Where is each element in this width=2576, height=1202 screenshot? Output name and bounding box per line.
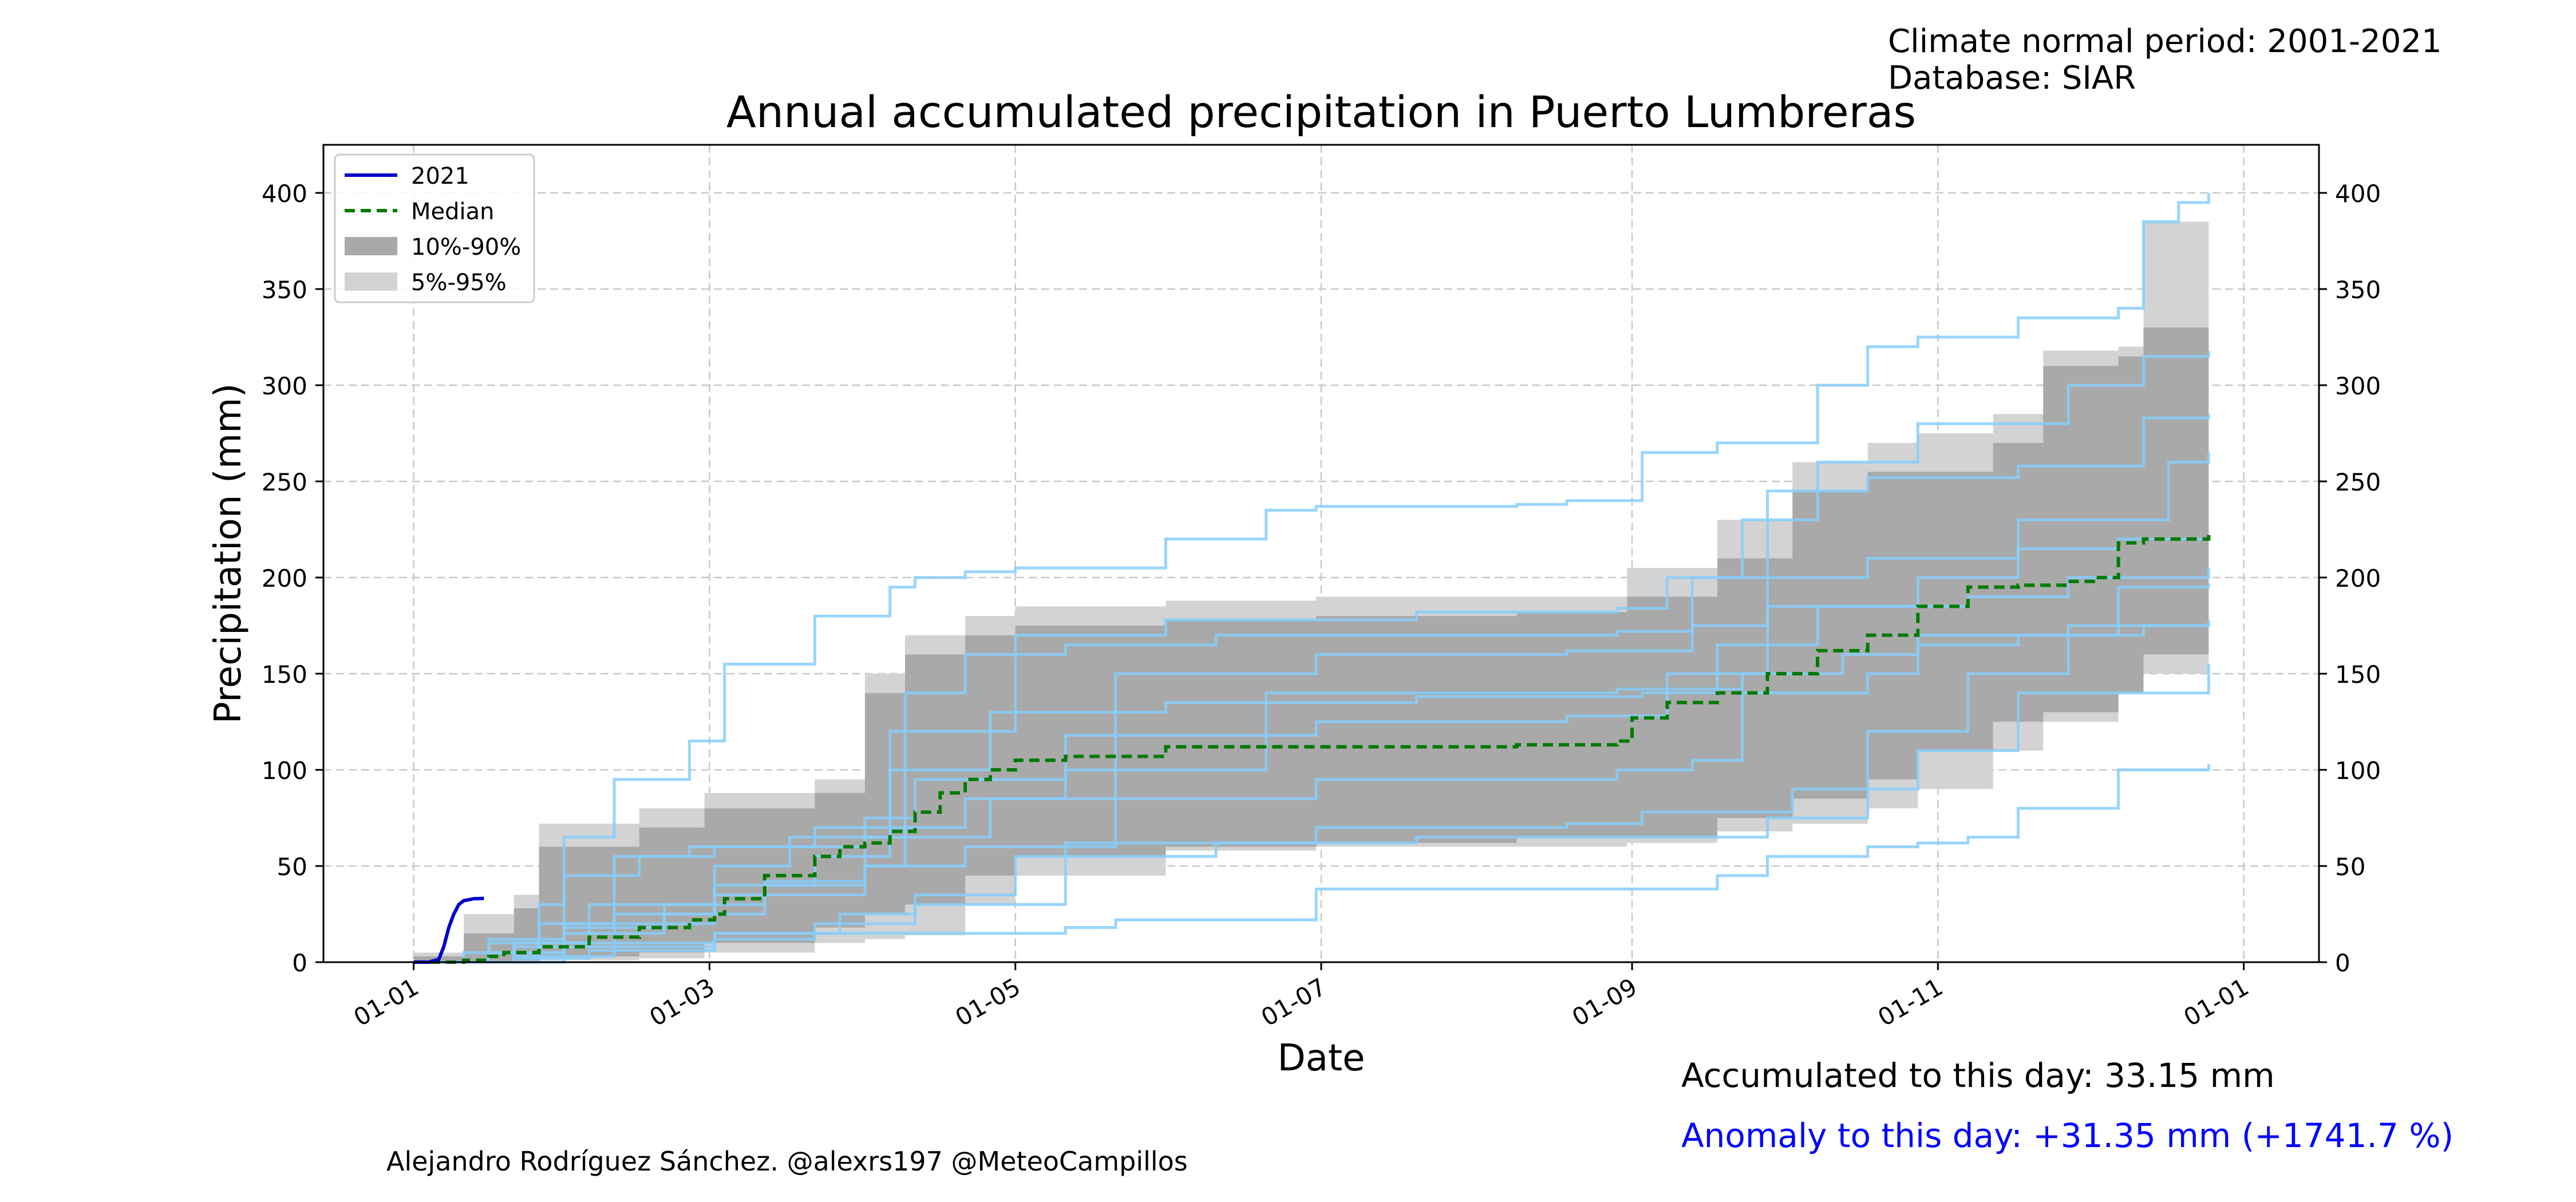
x-axis-label: Date [1278, 1037, 1365, 1080]
legend-label: 10%-90% [411, 234, 521, 260]
y-tick-label-right: 0 [2335, 949, 2350, 977]
legend-swatch [345, 272, 397, 291]
historical-year-lines [413, 193, 2210, 964]
x-tick-label: 01-03 [645, 972, 719, 1031]
y-tick-label-right: 350 [2335, 276, 2381, 304]
y-tick-label-right: 300 [2335, 372, 2381, 400]
historical-year-line [413, 664, 2210, 964]
x-axis-ticks: 01-01 01-03 01-05 01-07 01-09 01-11 01-01 [349, 962, 2254, 1032]
historical-year-line [413, 619, 2210, 964]
historical-year-line [413, 193, 2210, 964]
chart-title: Annual accumulated precipitation in Puer… [726, 86, 1916, 137]
x-tick-label: 01-07 [1257, 972, 1331, 1031]
series-lines [413, 529, 2211, 964]
database-label: Database: SIAR [1888, 60, 2136, 97]
y-axis-ticks: 0 0 50 50 100 100 150 150 200 200 250 250 300 300 350 3… [262, 180, 2381, 977]
y-tick-label-right: 100 [2335, 757, 2381, 785]
x-tick-label: 01-01 [2179, 972, 2253, 1031]
y-tick-label-left: 0 [292, 949, 307, 977]
historical-year-line [413, 535, 2210, 964]
y-tick-label-left: 200 [262, 564, 307, 592]
percentile-bands [413, 222, 2209, 962]
y-tick-label-left: 350 [262, 276, 307, 304]
x-tick-label: 01-01 [349, 972, 423, 1031]
accumulated-to-day: Accumulated to this day: 33.15 mm [1681, 1056, 2275, 1095]
band-10-90 [413, 318, 2209, 962]
y-tick-label-left: 150 [262, 661, 307, 689]
y-tick-label-right: 200 [2335, 564, 2381, 592]
y-tick-label-left: 100 [262, 757, 307, 785]
current-year-line [413, 896, 484, 964]
historical-year-line [413, 624, 2209, 964]
y-tick-label-left: 250 [262, 468, 307, 496]
legend-label: 5%-95% [411, 270, 507, 296]
climate-normal-period: Climate normal period: 2001-2021 [1888, 23, 2442, 60]
y-tick-label-left: 400 [262, 180, 307, 208]
legend: 2021 Median 10%-90% 5%-95% [334, 153, 535, 303]
y-axis-label: Precipitation (mm) [207, 383, 250, 724]
y-tick-label-left: 50 [277, 853, 307, 881]
y-tick-label-right: 50 [2335, 853, 2365, 881]
legend-label: 2021 [411, 163, 469, 189]
legend-swatch [345, 237, 397, 255]
legend-box [334, 153, 535, 303]
x-tick-label: 01-05 [951, 972, 1025, 1031]
x-tick-label: 01-11 [1873, 972, 1947, 1031]
author-credits: Alejandro Rodríguez Sánchez. @alexrs197 … [386, 1146, 1188, 1177]
historical-year-line [413, 452, 2210, 964]
y-tick-label-right: 400 [2335, 180, 2381, 208]
legend-label: Median [411, 199, 495, 225]
y-tick-label-right: 150 [2335, 661, 2381, 689]
anomaly-to-day: Anomaly to this day: +31.35 mm (+1741.7 … [1681, 1116, 2454, 1155]
y-tick-label-left: 300 [262, 372, 307, 400]
y-tick-label-right: 250 [2335, 468, 2381, 496]
x-tick-label: 01-09 [1567, 972, 1642, 1031]
